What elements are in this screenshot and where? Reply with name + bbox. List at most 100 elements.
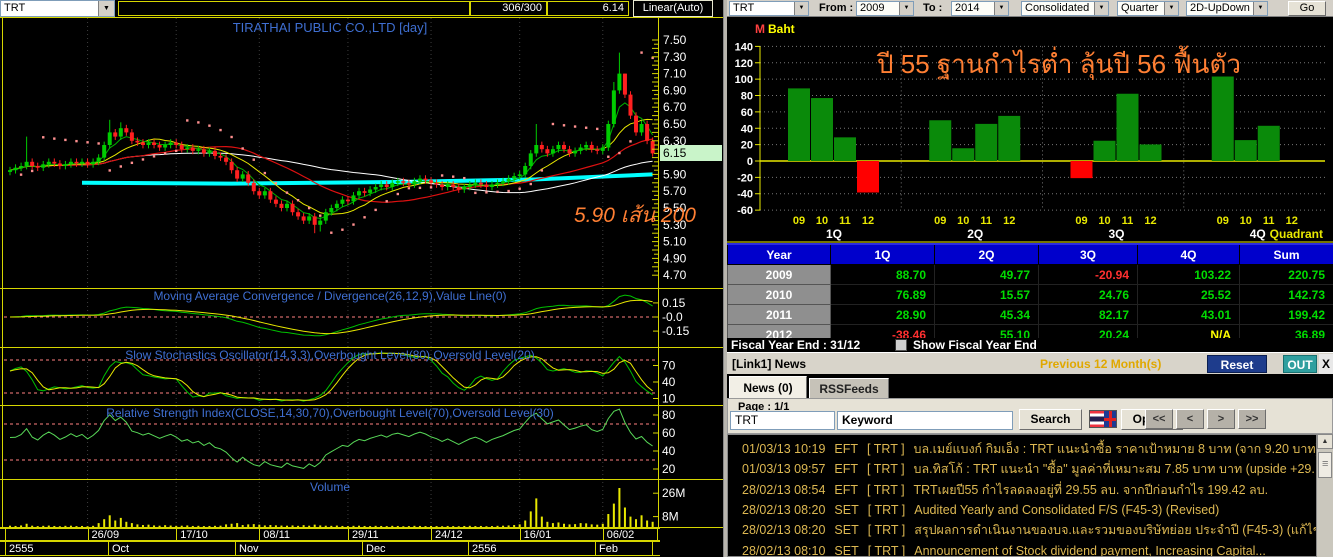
chevron-down-icon[interactable]: ▼ [899,2,913,15]
svg-text:5.90: 5.90 [663,167,687,181]
out-button[interactable]: OUT [1283,355,1317,373]
scale-mode-dropdown[interactable]: Linear(Auto) [633,0,713,17]
svg-text:09: 09 [934,215,946,227]
svg-text:60: 60 [662,426,676,440]
axis-divider [235,542,236,555]
svg-text:10: 10 [816,215,828,227]
table-row[interactable]: 2010 76.89 15.57 24.76 25.52 142.73 [727,284,1333,305]
candlestick-series [8,52,655,234]
chevron-down-icon[interactable]: ▼ [1253,2,1267,15]
close-icon[interactable]: X [1319,354,1333,374]
volume-bars [9,488,654,527]
news-symbol: [ TRT ] [867,462,905,477]
svg-text:12: 12 [1144,215,1156,227]
table-row[interactable]: 2009 88.70 49.77 -20.94 103.22 220.75 [727,264,1333,285]
from-year-combo[interactable]: 2009 ▼ [856,1,914,16]
value-cell: 88.70 [830,264,935,285]
symbol-value: TRT [4,2,26,14]
news-text: Announcement of Stock dividend payment, … [914,543,1266,557]
news-item[interactable]: 28/02/13 08:10 SET [ TRT ] Announcement of … [742,541,1275,557]
axis-divider [431,529,433,540]
pane-splitter[interactable] [723,0,728,557]
svg-text:6.30: 6.30 [663,134,687,148]
nav-last-button[interactable]: >> [1238,409,1266,429]
to-year-value: 2014 [955,2,980,14]
news-date: 01/03/13 09:57 [742,462,826,477]
news-item[interactable]: 28/02/13 08:20 SET [ TRT ] Audited Yearly a… [742,500,1228,520]
axis-divider [652,542,653,555]
news-searchbar: Page : 1/1 TRT Keyword Search Option << … [727,398,1333,434]
date-tick-label: 26/09 [91,529,120,541]
chevron-down-icon[interactable]: ▼ [1094,2,1108,15]
chart-pane: TRT ▼ 306/300 6.14 Linear(Auto) 7.50 7.30… [0,0,723,557]
date-tick-label: 17/10 [180,529,208,541]
search-button[interactable]: Search [1019,409,1082,430]
news-item[interactable]: 28/02/13 08:20 SET [ TRT ] สรุปผลการดำเนินง… [742,520,1317,540]
year-cell: 2011 [727,304,831,325]
tab-rssfeeds[interactable]: RSSFeeds [809,378,889,398]
nav-next-button[interactable]: > [1207,409,1235,429]
date-tick-label: 24/12 [435,529,463,541]
axis-divider [5,529,6,540]
chart-type-combo[interactable]: 2D-UpDown ▼ [1186,1,1268,16]
svg-text:12: 12 [1286,215,1298,227]
news-scrollbar[interactable]: ▲ [1317,434,1333,557]
nav-prev-button[interactable]: < [1176,409,1204,429]
symbol-combo[interactable]: TRT ▼ [0,0,115,17]
svg-text:7.30: 7.30 [663,50,687,64]
svg-text:10: 10 [1098,215,1110,227]
tab-news[interactable]: News (0) [729,376,807,398]
svg-text:10: 10 [1240,215,1252,227]
go-button[interactable]: Go [1288,1,1326,16]
month-tick-label: Feb [599,543,618,555]
svg-text:3Q: 3Q [1108,227,1124,241]
value-cell: 82.17 [1038,304,1138,325]
chevron-down-icon[interactable]: ▼ [994,2,1008,15]
scroll-up-icon[interactable]: ▲ [1317,434,1333,449]
svg-text:8M: 8M [662,510,679,524]
svg-text:20: 20 [662,462,676,476]
svg-text:12: 12 [1003,215,1015,227]
news-date: 28/02/13 08:10 [742,543,826,557]
svg-text:6.90: 6.90 [663,83,687,97]
chevron-down-icon[interactable]: ▼ [1164,2,1178,15]
axis-divider [602,529,604,540]
to-year-combo[interactable]: 2014 ▼ [951,1,1009,16]
period-combo[interactable]: Quarter ▼ [1117,1,1179,16]
language-flag-icon[interactable] [1089,410,1117,428]
axis-divider [176,529,178,540]
year-cell: 2009 [727,264,831,285]
svg-text:40: 40 [662,375,676,389]
news-text: Audited Yearly and Consolidated F/S (F45… [914,502,1220,517]
reset-button[interactable]: Reset [1207,355,1267,373]
value-cell: 43.01 [1137,304,1240,325]
news-symbol: [ TRT ] [867,523,906,538]
chevron-down-icon[interactable]: ▼ [794,2,808,15]
keyword-input[interactable]: Keyword [837,411,1013,430]
nav-first-button[interactable]: << [1145,409,1173,429]
svg-text:11: 11 [1263,215,1275,227]
month-tick-label: Dec [366,543,386,555]
statement-value: Consolidated [1025,2,1090,14]
symbol-combo-right[interactable]: TRT ▼ [729,1,809,16]
unit-baht: Baht [768,22,795,36]
show-fiscal-label: Show Fiscal Year End [913,338,1037,352]
chart-type-value: 2D-UpDown [1190,2,1250,14]
value-cell: 24.76 [1038,284,1138,305]
show-fiscal-checkbox[interactable] [895,339,907,351]
axis-divider [108,542,109,555]
news-item[interactable]: 01/03/13 09:57 EFT [ TRT ] บล.ทิสโก้ : TRT … [742,459,1316,479]
chevron-down-icon[interactable]: ▼ [98,1,114,16]
price-and-indicator-chart: 7.50 7.30 7.10 6.90 6.70 6.50 6.30 5.90 5.70 5.50… [0,17,723,528]
quarterly-bar-chart: -60 -40 -20 0 20 40 60 80 100 120 140 09 10 11 12 1Q 09 1… [727,41,1333,243]
statement-combo[interactable]: Consolidated ▼ [1021,1,1109,16]
news-item[interactable]: 01/03/13 10:19 EFT [ TRT ] บล.เมย์แบงก์ กิม… [742,439,1316,459]
news-period-note: Previous 12 Month(s) [1040,357,1162,371]
scrollbar-thumb[interactable] [1318,452,1332,478]
column-header: 3Q [1038,243,1138,265]
news-item[interactable]: 28/02/13 08:54 EFT [ TRT ] TRTเผยปี55 กำไรล… [742,480,1277,500]
symbol-search-input[interactable]: TRT [730,411,835,430]
news-date: 28/02/13 08:54 [742,482,826,497]
table-row[interactable]: 2011 28.90 45.34 82.17 43.01 199.42 [727,304,1333,325]
news-text: สรุปผลการดำเนินงานของบจ.และรวมของบริษัทย… [914,523,1317,538]
